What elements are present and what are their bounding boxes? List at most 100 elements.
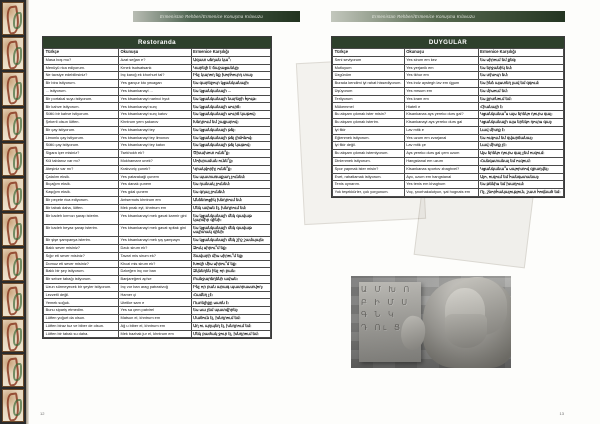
cell-armenian: Հանգստանալ եմ ուզում։ xyxy=(477,156,565,166)
cell-pronunciation: Ayo, uzum em hangstanal xyxy=(403,172,479,182)
cell-pronunciation: Yes gançur kto ункаgan xyxy=(117,79,192,88)
table-row: Dinlenmek istiyorum. Hangstanal em uzum Հա… xyxy=(332,156,565,166)
cell-turkish: Tenis oynarım. xyxy=(332,180,405,190)
cell-pronunciation: Hangstanal em uzum xyxy=(403,156,479,166)
cell-turkish: Ateşiniz var mı? xyxy=(43,164,119,174)
cell-armenian: Ձուկ սիրու՞մ եք։ xyxy=(190,243,272,253)
table-row: Lütfen biraz tuz ve biber de olsun. Ağ u … xyxy=(43,321,272,331)
cell-pronunciation: Yes ktsankanayi mek gavat karmir gini xyxy=(117,211,192,225)
cell-armenian: Անձեռոցիկ խնդրում եմ։ xyxy=(190,195,272,205)
cell-pronunciation: Antsernots khntrum em xyxy=(117,195,192,205)
phrase-table-feelings: DUYGULAR Türkçe Okunuşu Ermenice Karşılı… xyxy=(331,36,565,198)
cell-pronunciation: Inç vor ban arag patrastvoğ xyxy=(117,282,192,292)
table-row: Mükemmel Hiateli e Հիանալի է։ xyxy=(332,102,565,112)
cell-pronunciation: Mek pnak eyl, khntrum em xyxy=(117,203,192,213)
cell-turkish: Bıçağım eksik. xyxy=(43,180,119,190)
cell-armenian: Մեկ ափսե էլ, խնդրում եմ։ xyxy=(190,203,272,213)
cell-armenian: Լավ միտք չէ։ xyxy=(477,141,565,151)
cell-pronunciation: Yes yerjanik em xyxy=(403,63,479,73)
cell-turkish: Lezzetli değil. xyxy=(43,290,119,300)
manuscript-letter-icon xyxy=(2,248,24,282)
table-row: Üşüyorum Yes mrsum em Ես մրսում եմ։ xyxy=(332,86,565,96)
table-row: Masa boş mu? Azat seğan e? Ազատ սեղան կա՞։ xyxy=(43,55,272,65)
cell-pronunciation: Dzuk sirum ek? xyxy=(117,243,192,253)
cell-turkish: Bir portakal suyu istiyorum. xyxy=(43,94,119,104)
cell-pronunciation: Yes ktsankanayi mek gavat spitak gini xyxy=(117,223,192,238)
cell-pronunciation: Banjareğeni ap'se xyxy=(117,275,192,284)
cell-turkish: Bir kadeh kırmızı şarap isterim. xyxy=(43,211,119,225)
cell-pronunciation: Yes uzum em zvarjanal xyxy=(403,133,479,143)
cell-armenian: Ինչ կարող եք խորհուրդ տալ։ xyxy=(190,71,272,81)
cell-pronunciation: Voç, şnorhakalutyun, şat hognats em xyxy=(403,188,479,197)
cell-pronunciation: Azat seğan e? xyxy=(117,55,192,65)
table-feelings: Türkçe Okunuşu Ermenice Karşılığı Seni s… xyxy=(332,48,565,197)
cell-turkish: Sütlü bir kahve istiyorum. xyxy=(43,110,119,120)
cell-armenian: Ես կցանկանայի թեյ կաթով։ xyxy=(190,141,272,151)
column-header-pronunciation: Okunuşu xyxy=(117,48,192,57)
cell-armenian: Ես գարեջուր կցանկանայի։ xyxy=(190,79,272,88)
cell-turkish: Burada kendimi iyi rahat hissediyorum. xyxy=(332,79,405,88)
cell-pronunciation: Lav mitk çe xyxy=(403,141,479,151)
table-row: Bir sebze tabağı istiyorum. Banjareğeni a… xyxy=(43,275,272,284)
manuscript-letter-icon xyxy=(2,353,24,387)
cell-pronunciation: Yes ktsankanayi mek şış şampayn xyxy=(117,236,192,245)
cell-turkish: Bir kahve istiyorum. xyxy=(43,102,119,112)
cell-pronunciation: Ays yereko durs gal çem uzum xyxy=(403,149,479,158)
cell-pronunciation: Yes ktsankanayi narinci hyut xyxy=(117,94,192,104)
table-row: Şekerli olsun lütfen. Khntrum yem şakarov… xyxy=(43,118,272,127)
cell-turkish: Bunu sipariş etmedim. xyxy=(43,306,119,315)
photo-shading xyxy=(351,276,511,368)
cell-armenian: Ես կցանկանայի մեկ գավաթ սպիտակ գինի։ xyxy=(190,223,272,238)
table-row: Bir kadeh kırmızı şarap isterim. Yes ktsa… xyxy=(43,211,272,225)
cell-pronunciation: Yes tenis em khaghum xyxy=(403,180,479,190)
cell-armenian: Ես կցանկանայի ... xyxy=(190,86,272,96)
cell-pronunciation: Matsun el, khntrum em xyxy=(117,313,192,323)
cell-armenian: Ես կցանկանայի թեյ։ xyxy=(190,125,272,135)
cell-armenian: Ես պատառաքաղ չունեմ։ xyxy=(190,172,272,182)
table-row: Tenis oynarım. Yes tenis em khaghum Ես թեն… xyxy=(332,180,565,190)
glyph-row-4: Դ Ու Ց xyxy=(361,322,419,335)
table-header-row: Türkçe Okunuşu Ermenice Karşılığı xyxy=(332,48,565,57)
page-gutter-edge xyxy=(26,0,29,424)
cell-pronunciation: Dzkeğen inç vor ban xyxy=(117,267,192,277)
cell-turkish: Bir peçete rica ediyorum. xyxy=(43,195,119,205)
table-body-restaurant: Masa boş mu? Azat seğan e? Ազատ սեղան կա՞։… xyxy=(43,55,272,339)
cell-turkish: Uzun sürmeyecek bir şeyler istiyorum. xyxy=(43,282,119,292)
running-header-right: Ermenistan Rehberi/Ermenice Konuşma Kıla… xyxy=(372,14,475,19)
cell-armenian: Ես դանակ չունեմ։ xyxy=(190,180,272,190)
cell-turkish: Masa boş mu? xyxy=(43,55,119,65)
table-row: Menüyü rica ediyorum. Krnek tsutsatsank Կա… xyxy=(43,63,272,73)
cell-armenian: Մածուն էլ, խնդրում եմ։ xyxy=(190,313,272,323)
cell-turkish: Dinlenmek istiyorum. xyxy=(332,156,405,166)
cell-armenian: Ես տխուր եմ։ xyxy=(477,71,565,81)
table-title-feelings: DUYGULAR xyxy=(332,37,564,48)
cell-armenian: Ես սա չեմ պատվիրել։ xyxy=(190,306,272,315)
table-row: Evet, rahatlamak istiyorum. Ayo, uzum em … xyxy=(332,172,565,182)
table-row: Domuz eti sever misiniz? Khozi mis sirum … xyxy=(43,259,272,269)
table-row: Bu akşam çıkmak ister misin? Ktsankanas a… xyxy=(332,110,565,120)
cell-pronunciation: Yes ktsankanayi surç katov xyxy=(117,110,192,120)
cell-pronunciation: Krnek tsutsatsank xyxy=(117,63,192,73)
cell-pronunciation: Tavari mis sirum ek? xyxy=(117,251,192,261)
cell-armenian: Ես թենիս եմ խաղում։ xyxy=(477,180,565,190)
cell-turkish: Mükemmel xyxy=(332,102,405,112)
table-row: Lütfen bir tabak su daha. Mek bazhak jur … xyxy=(43,329,272,339)
cell-pronunciation: Mek bazhak jur el, khntrum em xyxy=(117,329,192,339)
cell-armenian: Այո, ուզում եմ հանգստանալ։ xyxy=(477,172,565,182)
cell-turkish: Sığır eti sever misiniz? xyxy=(43,251,119,261)
cell-armenian: Ես երջանիկ եմ։ xyxy=(477,63,565,73)
cell-turkish: Çatalım eksik. xyxy=(43,172,119,182)
cell-turkish: Bu akşam çıkmak istemiyorum. xyxy=(332,149,405,158)
cell-turkish: Sigara içer misiniz? xyxy=(43,149,119,158)
cell-pronunciation: Yes ktsankanayi tey katov xyxy=(117,141,192,151)
table-row: Lütfen yoğurt da olsun. Matsun el, khntru… xyxy=(43,313,272,323)
table-row: Terliyorum Yes kram em Ես քրտնում եմ։ xyxy=(332,94,565,104)
cell-pronunciation: Ktsankanayi ays yereko durs gal xyxy=(403,118,479,127)
table-row: Burada kendimi iyi rahat hissediyorum. Ye… xyxy=(332,79,565,88)
cell-armenian: Մեկ բաժակ ջուր էլ, խնդրում եմ։ xyxy=(190,329,272,339)
cell-pronunciation: Yes kram em xyxy=(403,94,479,104)
table-row: İyi fikir Lav mitk e Լավ միտք է։ xyxy=(332,125,565,135)
cell-turkish: Bu akşam çıkmak ister misin? xyxy=(332,110,405,120)
table-row: Sütlü bir kahve istiyorum. Yes ktsankanay… xyxy=(43,110,272,120)
